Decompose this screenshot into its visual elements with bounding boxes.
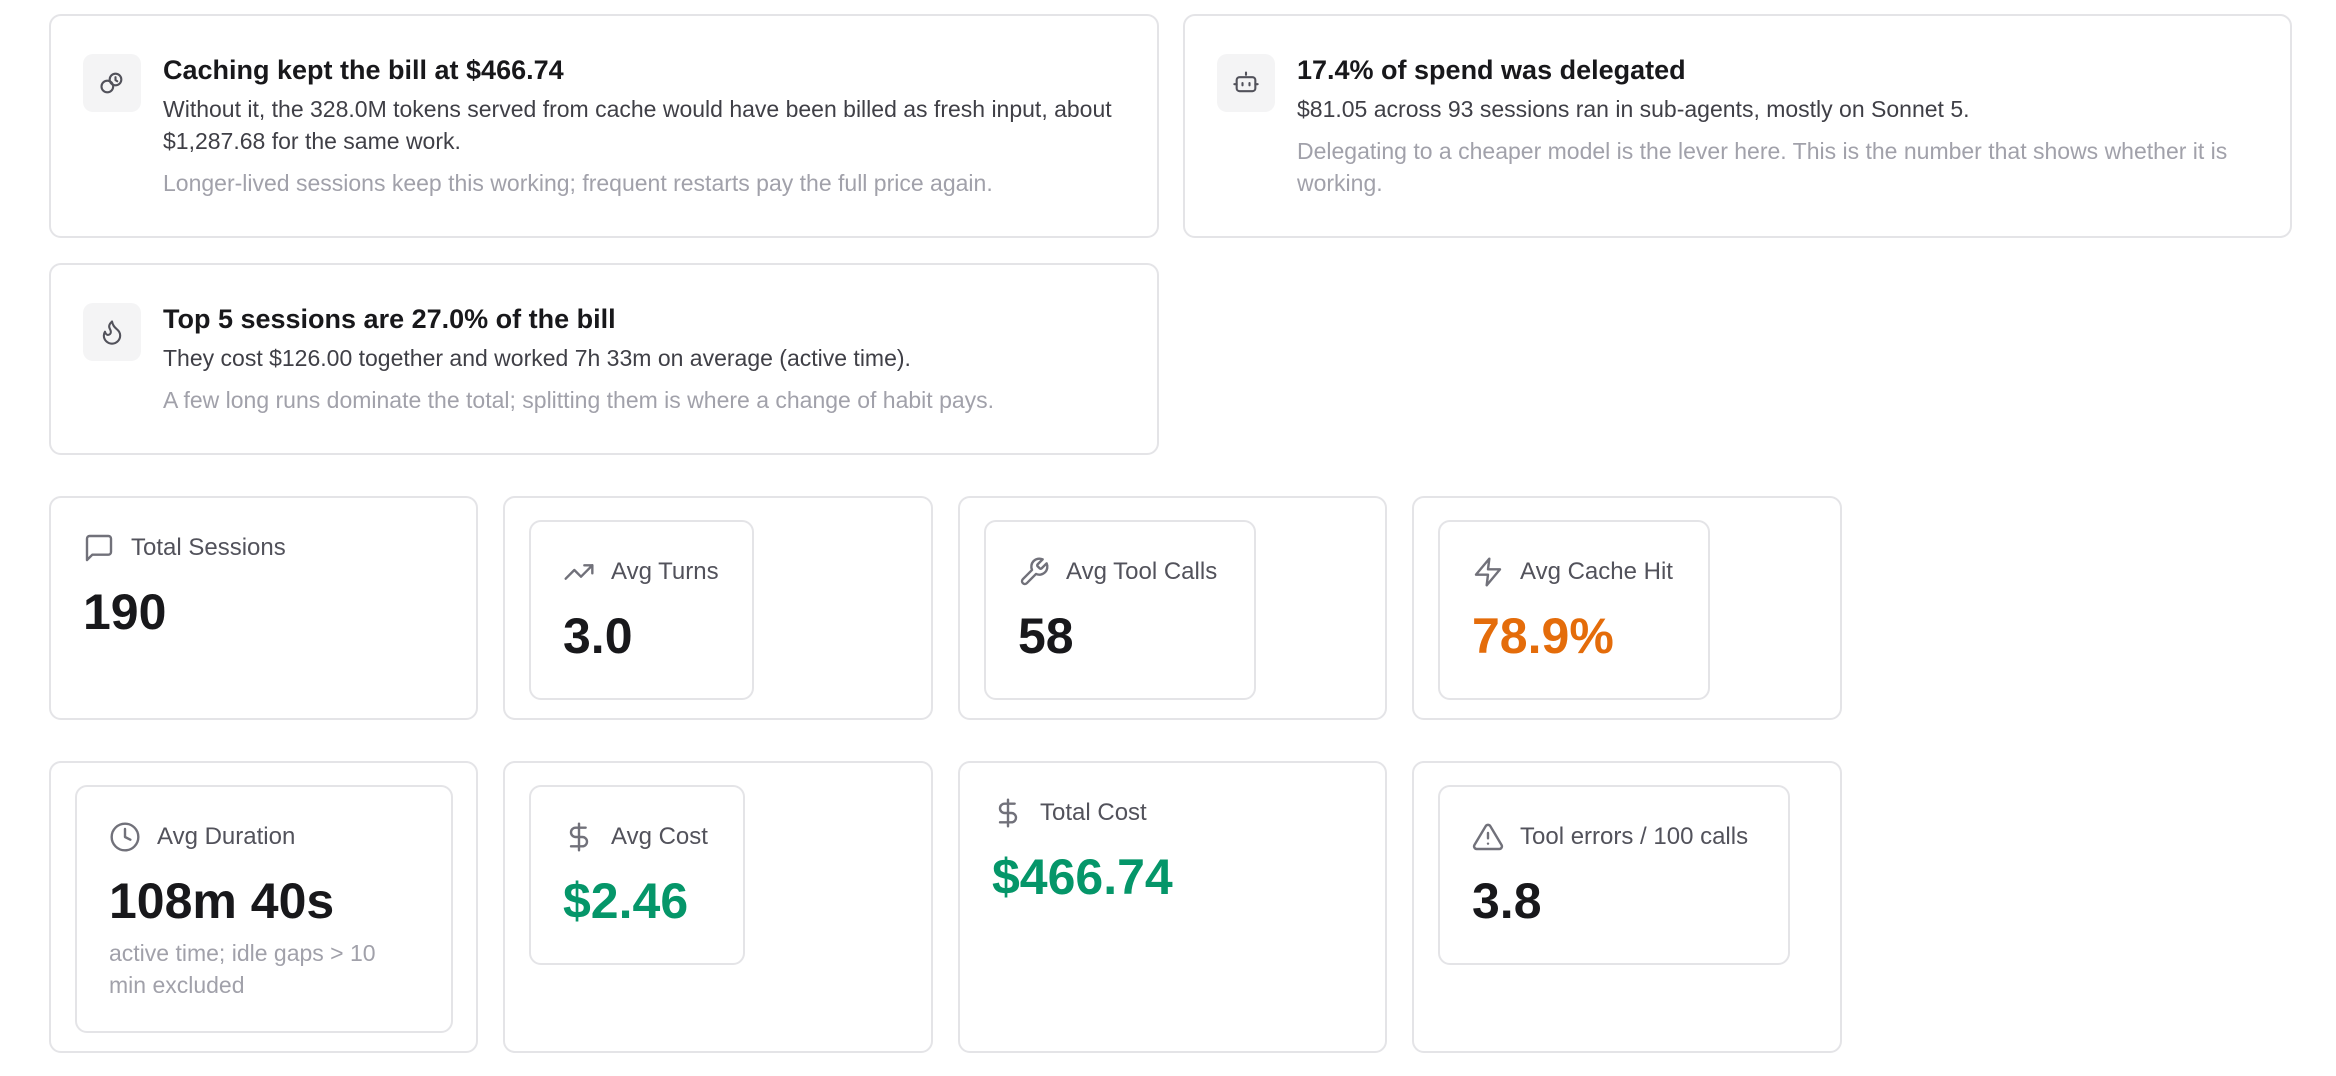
stat-card-avg-duration: Avg Duration 108m 40s active time; idle …: [49, 761, 478, 1053]
stat-label-text: Avg Cache Hit: [1520, 558, 1673, 585]
stat-card-tool-errors: Tool errors / 100 calls 3.8: [1412, 761, 1842, 1053]
wrench-icon: [1020, 557, 1049, 586]
insight-body: They cost $126.00 together and worked 7h…: [163, 345, 911, 371]
stat-label-text: Total Sessions: [131, 534, 286, 561]
bot-icon: [1217, 54, 1275, 112]
flame-icon: [83, 303, 141, 361]
message-square-icon: [85, 534, 113, 562]
insight-headline: 17.4% of spend was delegated: [1297, 55, 1686, 85]
stat-card-avg-turns: Avg Turns 3.0: [503, 496, 933, 720]
insight-body: $81.05 across 93 sessions ran in sub-age…: [1297, 96, 1970, 122]
stat-card-avg-cache-hit: Avg Cache Hit 78.9%: [1412, 496, 1842, 720]
stat-label-text: Avg Tool Calls: [1066, 558, 1218, 585]
coins-icon: [83, 54, 141, 112]
stat-value: 3.8: [1472, 873, 1542, 929]
insight-card-caching: Caching kept the bill at $466.74 Without…: [49, 14, 1159, 238]
insight-note: A few long runs dominate the total; spli…: [163, 387, 995, 413]
stat-label-text: Avg Cost: [611, 823, 708, 850]
insight-card-top-sessions: Top 5 sessions are 27.0% of the bill The…: [49, 263, 1159, 455]
stat-label-text: Tool errors / 100 calls: [1520, 823, 1749, 850]
insight-note: Longer-lived sessions keep this working;…: [163, 170, 993, 196]
insight-headline: Top 5 sessions are 27.0% of the bill: [163, 304, 616, 334]
stat-label-text: Avg Turns: [611, 558, 719, 585]
insight-headline: Caching kept the bill at $466.74: [163, 55, 564, 85]
insight-body: Without it, the 328.0M tokens served fro…: [163, 96, 1112, 154]
stat-value: 108m 40s: [109, 873, 335, 929]
insight-note: Delegating to a cheaper model is the lev…: [1297, 138, 2228, 196]
stat-value: $2.46: [563, 873, 689, 929]
trending-up-icon: [564, 564, 594, 580]
stat-card-total-sessions: Total Sessions 190: [49, 496, 478, 720]
stat-value: 190: [83, 584, 167, 640]
zap-icon: [1474, 557, 1502, 587]
alert-triangle-icon: [1472, 823, 1504, 851]
clock-icon: [110, 822, 140, 852]
stat-card-avg-tool-calls: Avg Tool Calls 58: [958, 496, 1387, 720]
stat-value: $466.74: [992, 849, 1173, 905]
insight-card-delegation: 17.4% of spend was delegated $81.05 acro…: [1183, 14, 2292, 238]
stat-value: 78.9%: [1472, 608, 1614, 664]
stat-value: 3.0: [563, 608, 633, 664]
stat-value: 58: [1018, 608, 1074, 664]
stat-subtext: active time; idle gaps > 10 min excluded: [109, 940, 376, 998]
stat-label-text: Total Cost: [1040, 799, 1147, 826]
dollar-icon: [569, 822, 589, 852]
stat-label-text: Avg Duration: [157, 823, 296, 850]
stat-card-total-cost: Total Cost $466.74: [958, 761, 1387, 1053]
dollar-icon: [998, 798, 1018, 828]
stat-card-avg-cost: Avg Cost $2.46: [503, 761, 933, 1053]
